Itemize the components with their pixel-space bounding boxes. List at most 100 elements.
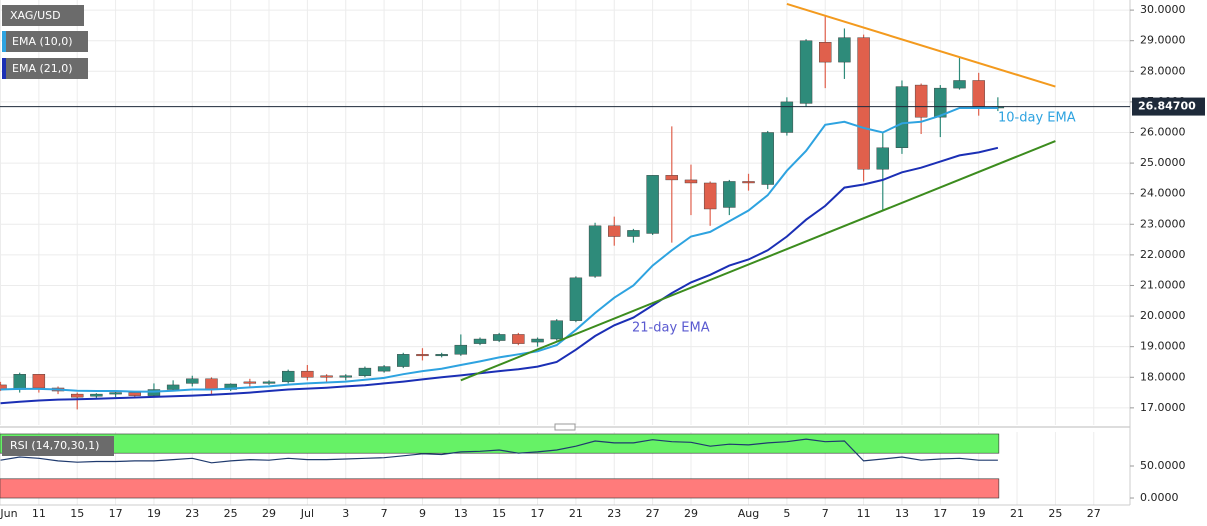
candle-body <box>243 381 257 384</box>
candle-body <box>339 375 352 378</box>
candle-body <box>13 374 26 390</box>
candle-body <box>454 344 468 355</box>
candle-body <box>723 181 736 208</box>
candle-body <box>0 384 7 390</box>
y-tick-label: 29.0000 <box>1140 34 1186 47</box>
x-tick-label: 27 <box>1087 507 1101 520</box>
candle-body <box>569 277 583 321</box>
candle-body <box>90 393 103 397</box>
y-tick-label: 21.0000 <box>1140 278 1186 291</box>
trendline <box>786 3 1056 88</box>
candle-body <box>301 370 314 378</box>
candle-body <box>876 147 889 170</box>
candle-body <box>838 37 851 63</box>
candle-body <box>435 354 448 357</box>
x-tick-label: 11 <box>857 507 871 520</box>
x-tick-label: 21 <box>569 507 583 520</box>
ema10-swatch <box>2 31 6 52</box>
candle-body <box>646 175 659 234</box>
y-tick-label: 19.0000 <box>1140 340 1186 353</box>
y-tick-label: 50.0000 <box>1140 459 1186 472</box>
x-tick-label: 17 <box>933 507 947 520</box>
x-tick-label: 9 <box>419 507 426 520</box>
candle-body <box>397 354 410 367</box>
y-tick-label: 18.0000 <box>1140 370 1186 383</box>
candle-body <box>492 334 506 341</box>
y-tick-label: 24.0000 <box>1140 187 1186 200</box>
candle-body <box>550 320 563 340</box>
x-tick-label: 13 <box>895 507 909 520</box>
candle-body <box>895 86 909 148</box>
y-tick-label: 23.0000 <box>1140 217 1186 230</box>
candle-body <box>71 393 84 398</box>
candle-body <box>857 37 870 170</box>
candle-body <box>320 375 333 378</box>
ema-line <box>0 146 999 405</box>
symbol-box <box>2 5 84 26</box>
candle-body <box>608 225 621 237</box>
x-tick-label: 27 <box>646 507 660 520</box>
ema21-box <box>2 58 88 79</box>
legend: XAG/USD EMA (10,0) EMA (21,0) RSI (14,70… <box>2 5 114 456</box>
y-tick-label: 0.0000 <box>1140 491 1179 504</box>
rsi-box <box>2 436 114 456</box>
ema-line <box>0 107 998 393</box>
ema10-box <box>2 31 88 52</box>
y-tick-label: 20.0000 <box>1140 309 1186 322</box>
x-tick-label: 19 <box>972 507 986 520</box>
rsi-label: RSI (14,70,30,1) <box>10 439 99 452</box>
x-tick-label: 19 <box>147 507 161 520</box>
x-tick-label: 23 <box>607 507 621 520</box>
plot <box>0 3 1056 464</box>
x-tick-label: 11 <box>32 507 46 520</box>
candle-body <box>512 334 525 344</box>
candle-body <box>665 175 678 181</box>
candle-body <box>953 80 966 89</box>
candle-body <box>914 84 928 118</box>
resize-handle <box>554 423 576 431</box>
candle-body <box>531 338 544 343</box>
candle-body <box>166 384 180 390</box>
rsi-band <box>0 433 1000 454</box>
x-tick-label: 29 <box>684 507 698 520</box>
x-tick-label: 17 <box>109 507 123 520</box>
x-tick-label: Jul <box>300 507 314 520</box>
y-tick-label: 17.0000 <box>1140 401 1186 414</box>
y-tick-label: 22.0000 <box>1140 248 1186 261</box>
y-tick-label: 25.0000 <box>1140 156 1186 169</box>
x-tick-label: 13 <box>454 507 468 520</box>
last-price-box <box>1132 97 1205 116</box>
legend-entry: EMA (21,0) <box>12 62 73 75</box>
x-tick-label: 15 <box>70 507 84 520</box>
candle-body <box>262 381 276 384</box>
candle-body <box>128 392 141 396</box>
candle-body <box>742 181 755 184</box>
x-tick-label: 7 <box>381 507 388 520</box>
candle-body <box>377 366 391 372</box>
y-tick-label: 28.0000 <box>1140 64 1186 77</box>
x-tick-label: 29 <box>262 507 276 520</box>
annotation: 10-day EMA <box>998 111 1076 126</box>
x-tick-label: 7 <box>822 507 829 520</box>
last-price-label: 26.84700 <box>1138 100 1196 113</box>
candle-body <box>416 354 429 357</box>
x-tick-label: 5 <box>783 507 790 520</box>
x-tick-label: 23 <box>185 507 199 520</box>
candle-body <box>684 179 698 184</box>
candle-body <box>186 378 199 384</box>
candle-body <box>205 378 218 390</box>
candle-body <box>358 367 372 376</box>
x-tick-label: 21 <box>1010 507 1024 520</box>
candle-body <box>473 338 487 344</box>
candle-body <box>109 392 122 395</box>
x-tick-label: Aug <box>738 507 759 520</box>
candle-body <box>282 370 295 383</box>
x-tick-label: 3 <box>342 507 349 520</box>
trendline <box>460 140 1056 382</box>
candle-body <box>627 230 640 237</box>
x-tick-label: 25 <box>1048 507 1062 520</box>
candle-body <box>799 40 813 104</box>
candle-body <box>934 87 947 118</box>
